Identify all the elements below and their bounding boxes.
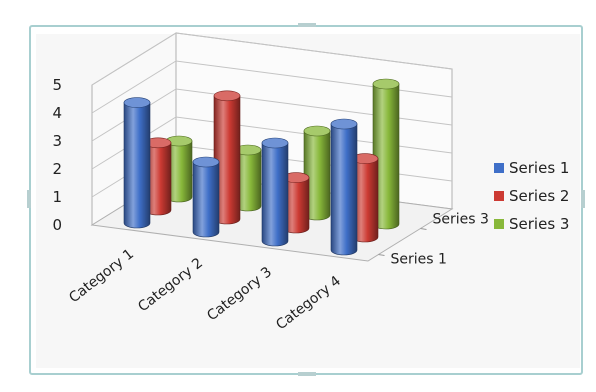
legend-item-series-3: Series 3 <box>494 215 569 233</box>
gridline <box>91 60 453 114</box>
resize-handle-left[interactable] <box>27 190 31 208</box>
x-tick-label: Category 1 <box>66 246 137 306</box>
legend-label: Series 2 <box>509 187 569 205</box>
y-tick-label: 4 <box>52 104 62 122</box>
legend-swatch <box>494 191 504 201</box>
bar-series-1-category-4 <box>330 118 358 256</box>
depth-axis-label: Series 1 <box>391 252 447 268</box>
legend-swatch <box>494 219 504 229</box>
resize-handle-top[interactable] <box>298 23 316 27</box>
legend-item-series-2: Series 2 <box>494 187 569 205</box>
bar-series-1-category-1 <box>123 97 151 229</box>
x-tick-label: Category 3 <box>204 264 275 324</box>
legend-label: Series 1 <box>509 159 569 177</box>
gridline <box>91 116 453 170</box>
x-tick-label: Category 4 <box>273 273 344 333</box>
y-tick-label: 0 <box>52 216 62 234</box>
y-tick-label: 3 <box>52 132 62 150</box>
bar-series-3-category-2 <box>234 144 262 212</box>
bar-series-1-category-3 <box>261 137 289 247</box>
depth-axis-label: Series 3 <box>433 212 489 228</box>
bar-series-2-category-3 <box>282 172 310 234</box>
legend-label: Series 3 <box>509 215 569 233</box>
legend-item-series-1: Series 1 <box>494 159 569 177</box>
legend-swatch <box>494 163 504 173</box>
bar-series-1-category-2 <box>192 156 220 238</box>
gridline <box>91 88 453 142</box>
resize-handle-bottom[interactable] <box>298 372 316 376</box>
y-tick-label: 5 <box>52 76 62 94</box>
resize-handle-right[interactable] <box>581 190 585 208</box>
bar-series-3-category-4 <box>372 78 400 230</box>
y-tick-label: 1 <box>52 188 62 206</box>
gridline <box>91 32 453 86</box>
bar-series-3-category-1 <box>165 135 193 203</box>
y-tick-label: 2 <box>52 160 62 178</box>
bar-series-2-category-1 <box>144 137 172 216</box>
x-tick-label: Category 2 <box>135 255 206 315</box>
